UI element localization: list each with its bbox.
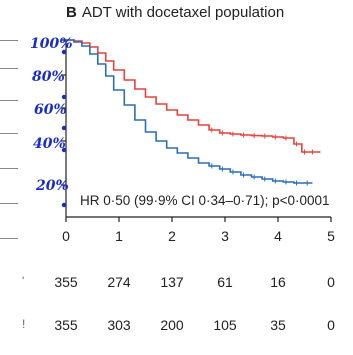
risk-cell: 355 xyxy=(54,317,78,333)
handwritten-dot xyxy=(61,49,67,55)
y-label-60: 60% xyxy=(34,102,67,118)
y-label-20: 20% xyxy=(36,178,69,194)
risk-cell: 303 xyxy=(107,317,131,333)
row-marker: ! xyxy=(22,317,26,331)
handwritten-dot xyxy=(61,125,67,131)
risk-cell: 355 xyxy=(54,274,78,290)
handwritten-dot xyxy=(61,94,67,100)
y-label-40: 40% xyxy=(33,136,66,152)
risk-cell: 35 xyxy=(270,317,286,333)
risk-cell: 274 xyxy=(107,274,131,290)
risk-cell: 137 xyxy=(160,274,184,290)
x-tick-label: 3 xyxy=(221,228,229,244)
risk-cell: 200 xyxy=(160,317,184,333)
panel-letter: B xyxy=(66,4,77,21)
x-tick-label: 4 xyxy=(274,228,282,244)
margin-mark xyxy=(0,100,18,101)
margin-mark xyxy=(0,238,18,239)
risk-cell: 0 xyxy=(327,317,335,333)
panel-title-text: ADT with docetaxel population xyxy=(81,4,285,21)
x-tick-label: 1 xyxy=(115,228,123,244)
risk-row-blue: ! 355 303 200 105 35 0 xyxy=(0,317,353,337)
risk-row-red: ' 355 274 137 61 16 0 xyxy=(0,274,353,294)
risk-cell: 105 xyxy=(213,317,237,333)
y-label-80: 80% xyxy=(32,69,65,85)
margin-mark xyxy=(0,133,18,134)
handwritten-dot xyxy=(61,202,67,208)
margin-mark xyxy=(0,203,18,204)
x-tick-label: 5 xyxy=(327,228,335,244)
panel-title: B ADT with docetaxel population xyxy=(66,4,284,21)
risk-cell: 0 xyxy=(327,274,335,290)
margin-mark xyxy=(0,168,18,169)
y-label-100: 100% xyxy=(30,36,73,52)
red-survival-curve xyxy=(66,39,321,153)
handwritten-dot xyxy=(61,147,67,153)
margin-mark xyxy=(0,40,18,41)
margin-mark xyxy=(0,68,18,69)
row-marker: ' xyxy=(22,274,25,288)
risk-cell: 16 xyxy=(270,274,286,290)
x-tick-label: 0 xyxy=(62,228,70,244)
risk-cell: 61 xyxy=(217,274,233,290)
hazard-ratio-annotation: HR 0·50 (99·9% CI 0·34–0·71); p<0·0001 xyxy=(80,193,330,208)
blue-survival-curve xyxy=(66,39,313,184)
x-tick-label: 2 xyxy=(168,228,176,244)
